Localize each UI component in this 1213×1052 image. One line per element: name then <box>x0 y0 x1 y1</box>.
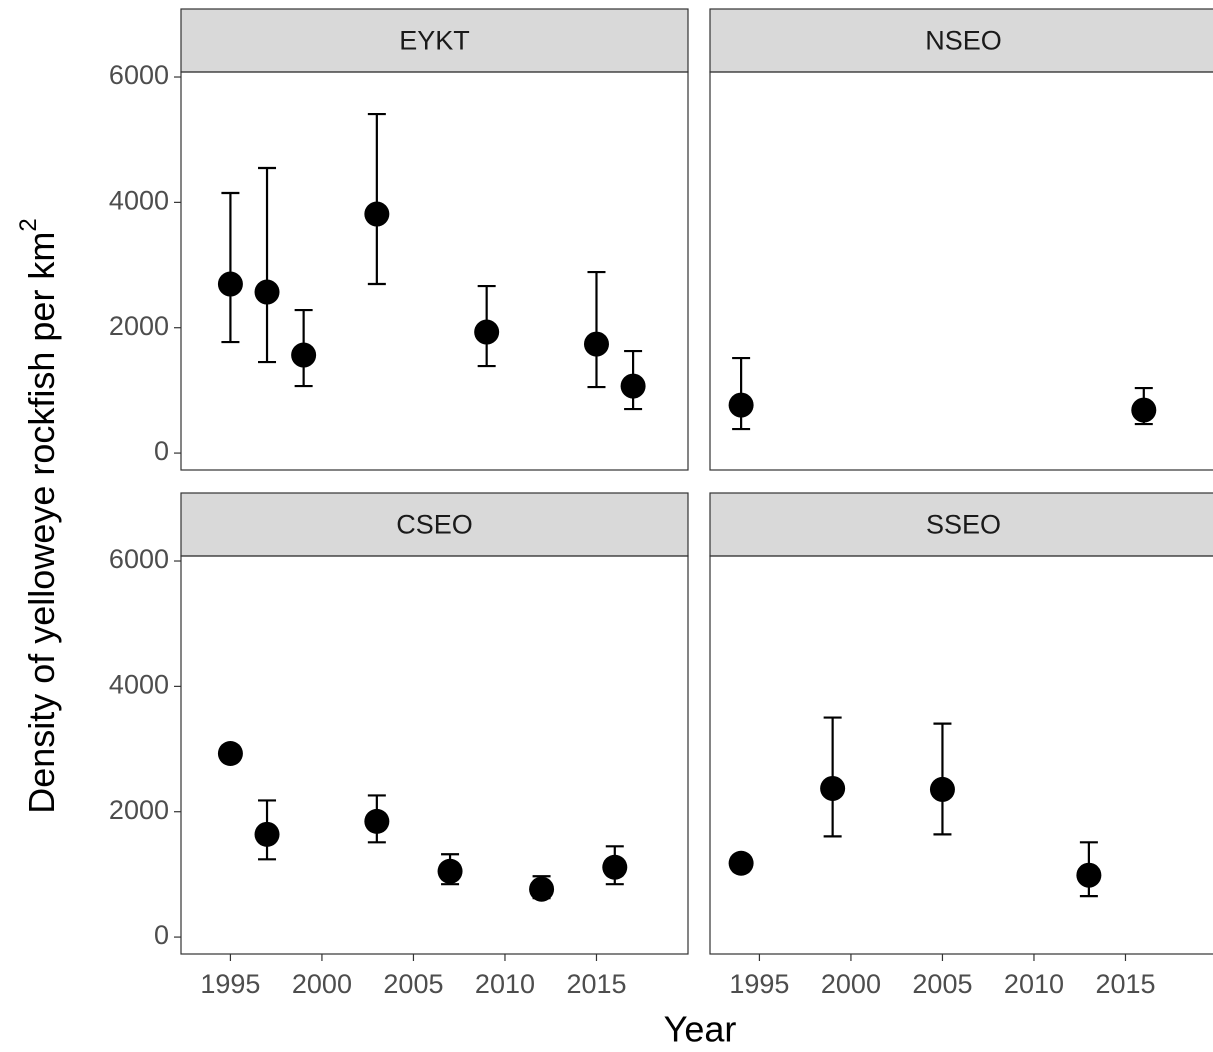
x-tick-label: 2010 <box>475 969 535 999</box>
strip <box>180 492 689 557</box>
point <box>254 821 280 847</box>
y-tick-label: 6000 <box>109 544 169 574</box>
point <box>1131 397 1157 423</box>
point <box>474 319 500 345</box>
x-tick-label: 2000 <box>292 969 352 999</box>
point <box>217 271 243 297</box>
y-tick-label: 4000 <box>109 185 169 215</box>
strip <box>709 8 1213 73</box>
y-tick-label: 4000 <box>109 669 169 699</box>
point <box>728 850 754 876</box>
panel <box>709 71 1213 471</box>
panel <box>180 71 689 471</box>
x-axis-label: Year <box>664 1009 737 1050</box>
x-tick-label: 2015 <box>566 969 626 999</box>
strip-title: EYKT <box>399 26 470 56</box>
x-tick-label: 1995 <box>200 969 260 999</box>
point <box>217 740 243 766</box>
x-tick-label: 2005 <box>383 969 443 999</box>
y-tick-label: 0 <box>154 920 169 950</box>
x-tick-label: 1995 <box>729 969 789 999</box>
x-tick-label: 2000 <box>821 969 881 999</box>
panel <box>180 555 689 955</box>
y-tick-label: 2000 <box>109 311 169 341</box>
point <box>620 373 646 399</box>
point <box>254 279 280 305</box>
y-axis-label: Density of yelloweye rockfish per km2 <box>15 218 61 814</box>
point <box>437 858 463 884</box>
strip <box>180 8 689 73</box>
y-axis-label-superscript: 2 <box>15 218 42 231</box>
point <box>602 854 628 880</box>
point <box>291 342 317 368</box>
strip-title: SSEO <box>926 510 1001 540</box>
point <box>728 392 754 418</box>
y-tick-label: 6000 <box>109 60 169 90</box>
y-tick-label: 0 <box>154 436 169 466</box>
point <box>1076 862 1102 888</box>
point <box>364 808 390 834</box>
point <box>364 201 390 227</box>
point <box>583 331 609 357</box>
panel <box>709 555 1213 955</box>
strip-title: NSEO <box>925 26 1002 56</box>
point <box>929 776 955 802</box>
x-tick-label: 2010 <box>1004 969 1064 999</box>
x-tick-label: 2015 <box>1095 969 1155 999</box>
strip-title: CSEO <box>396 510 473 540</box>
point <box>529 876 555 902</box>
point <box>820 775 846 801</box>
y-axis-label-text: Density of yelloweye rockfish per km <box>21 232 62 814</box>
y-tick-label: 2000 <box>109 795 169 825</box>
x-tick-label: 2005 <box>912 969 972 999</box>
